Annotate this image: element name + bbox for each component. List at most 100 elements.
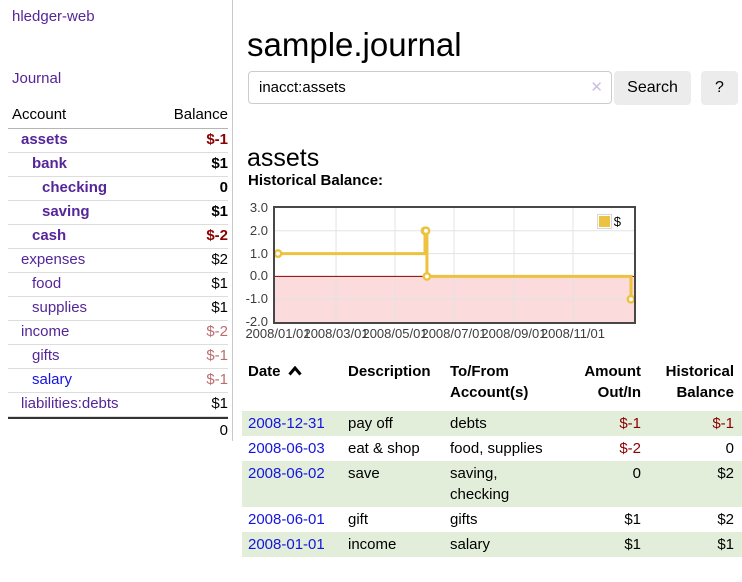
chart-x-axis-label: 2008/07/01 (421, 326, 487, 341)
account-row: food $1 (8, 273, 228, 297)
clear-search-icon[interactable]: ✕ (590, 79, 603, 96)
account-link[interactable]: bank (32, 155, 68, 172)
account-balance: 0 (219, 179, 228, 196)
register-body: 2008-12-31 pay off debts $-1 $-1 2008-06-03 ea… (242, 411, 742, 557)
account-link[interactable]: supplies (32, 299, 88, 316)
account-balance: $-1 (206, 347, 228, 364)
chart-x-axis-label: 2008/09/01 (481, 326, 547, 341)
nav-journal-link[interactable]: Journal (12, 70, 62, 87)
register-date-link[interactable]: 2008-06-03 (248, 440, 325, 457)
register-description: income (348, 536, 397, 553)
legend-label: $ (613, 214, 621, 229)
account-row: assets $-1 (8, 129, 228, 153)
account-link[interactable]: saving (42, 203, 90, 220)
account-link[interactable]: checking (42, 179, 108, 196)
app-title-link[interactable]: hledger-web (12, 8, 95, 25)
register-header-account: To/From Account(s) (450, 363, 529, 401)
register-row: 2008-12-31 pay off debts $-1 $-1 (242, 411, 742, 436)
chart-canvas (275, 208, 634, 322)
account-balance: $1 (211, 275, 228, 292)
accounts-rows: assets $-1 bank $1 checking 0 saving $1 cash $-2 e… (8, 129, 228, 417)
register-description: gift (348, 511, 369, 528)
register-amount: $-1 (619, 415, 641, 432)
account-balance: $1 (211, 299, 228, 316)
legend-swatch-icon (596, 214, 612, 229)
register-date-link[interactable]: 2008-06-01 (248, 511, 325, 528)
chart-y-axis-label: 1.0 (249, 245, 268, 261)
account-row: income $-2 (8, 321, 228, 345)
search-button[interactable]: Search (614, 71, 691, 105)
accounts-table-header: Account Balance (8, 104, 228, 129)
chart-y-axis-label: -2.0 (245, 314, 268, 329)
account-row: gifts $-1 (8, 345, 228, 369)
account-balance: $-2 (206, 227, 228, 244)
sidebar: hledger-web Journal Account Balance asse… (0, 0, 233, 441)
register-row: 2008-01-01 income salary $1 $1 (242, 532, 742, 557)
chart-y-axis-label: 2.0 (249, 222, 268, 238)
register-description: pay off (348, 415, 393, 432)
account-row: saving $1 (8, 201, 228, 225)
register-accounts: food, supplies (450, 440, 543, 457)
register-date-link[interactable]: 2008-12-31 (248, 415, 325, 432)
account-balance: $2 (211, 251, 228, 268)
account-row: expenses $2 (8, 249, 228, 273)
account-link[interactable]: salary (32, 371, 73, 388)
balance-chart-plot: $ (273, 206, 636, 324)
search-input[interactable] (248, 71, 612, 104)
account-heading: assets (247, 143, 320, 172)
chart-x-axis-label: 2008/05/01 (362, 326, 428, 341)
account-row: cash $-2 (8, 225, 228, 249)
account-link[interactable]: income (21, 323, 70, 340)
account-balance: $-1 (206, 371, 228, 388)
register-date-link[interactable]: 2008-01-01 (248, 536, 325, 553)
account-balance: $1 (211, 395, 228, 412)
chart-x-axis-label: 2008/03/01 (303, 326, 369, 341)
register-accounts: saving, checking (450, 465, 510, 503)
register-description: eat & shop (348, 440, 420, 457)
register-date-link[interactable]: 2008-06-02 (248, 465, 325, 482)
chart-title: Historical Balance: (248, 172, 384, 189)
register-row: 2008-06-01 gift gifts $1 $2 (242, 507, 742, 532)
register-accounts: salary (450, 536, 491, 553)
register-table: Date Description To/From Account(s) Amoun… (242, 359, 742, 557)
account-link[interactable]: liabilities:debts (21, 395, 119, 412)
account-row: checking 0 (8, 177, 228, 201)
register-balance: $1 (717, 536, 734, 553)
account-link[interactable]: assets (21, 131, 68, 148)
account-balance: $1 (211, 203, 228, 220)
register-row: 2008-06-02 save saving, checking 0 $2 (242, 461, 742, 507)
register-amount: $1 (624, 536, 641, 553)
sort-ascending-icon (287, 365, 302, 376)
account-link[interactable]: food (32, 275, 62, 292)
accounts-total-value: 0 (219, 422, 228, 439)
register-amount: $1 (624, 511, 641, 528)
register-amount: 0 (632, 465, 641, 482)
register-amount: $-2 (619, 440, 641, 457)
account-balance: $1 (211, 155, 228, 172)
search-box: ✕ (248, 71, 612, 104)
account-link[interactable]: cash (32, 227, 67, 244)
account-link[interactable]: gifts (32, 347, 60, 364)
account-row: supplies $1 (8, 297, 228, 321)
register-accounts: gifts (450, 511, 478, 528)
help-button[interactable]: ? (701, 71, 738, 105)
journal-title: sample.journal (247, 26, 462, 64)
account-link[interactable]: expenses (21, 251, 86, 268)
register-balance: $2 (717, 465, 734, 482)
accounts-total-row: 0 (8, 417, 228, 443)
register-balance: 0 (725, 440, 734, 457)
register-balance: $-1 (712, 415, 734, 432)
register-balance: $2 (717, 511, 734, 528)
chart-y-axis-label: 0.0 (249, 268, 268, 284)
balance-column-header: Balance (173, 106, 228, 123)
account-balance: $-2 (206, 323, 228, 340)
account-row: liabilities:debts $1 (8, 393, 228, 417)
account-balance: $-1 (206, 131, 228, 148)
register-header-balance: Historical Balance (665, 363, 734, 401)
chart-legend: $ (596, 214, 621, 229)
register-accounts: debts (450, 415, 487, 432)
account-row: salary $-1 (8, 369, 228, 393)
chart-x-axis-label: 2008/01/01 (245, 326, 311, 341)
register-header-date[interactable]: Date (242, 359, 342, 411)
